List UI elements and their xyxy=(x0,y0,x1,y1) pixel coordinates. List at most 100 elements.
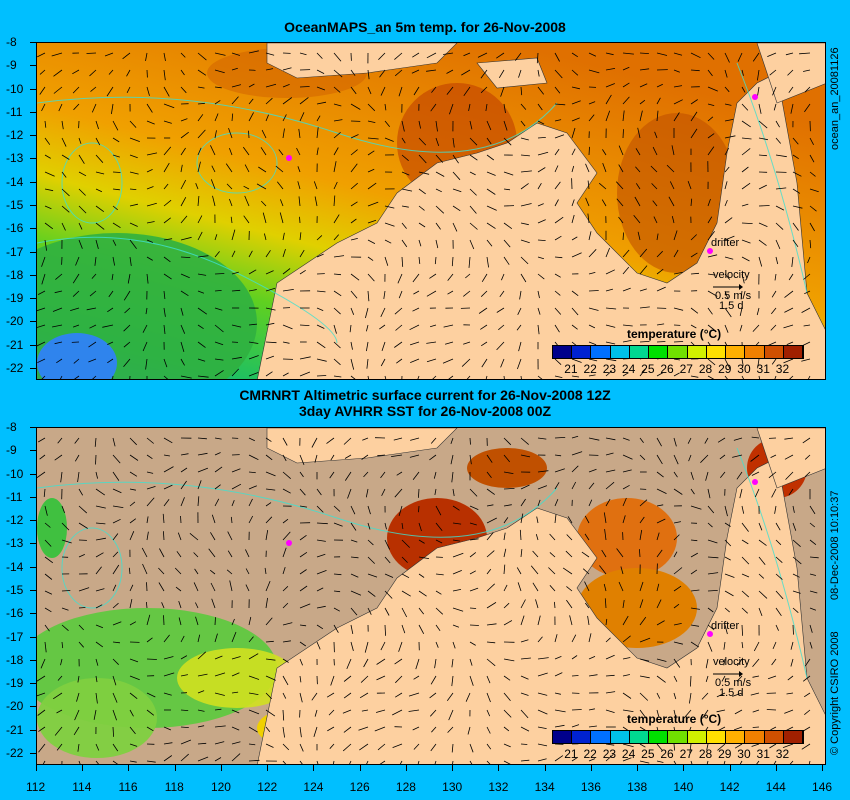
current-arrow xyxy=(690,569,698,575)
current-arrow xyxy=(197,480,202,490)
lon-tick-label: 138 xyxy=(627,780,648,794)
current-arrow xyxy=(554,437,566,439)
current-arrow xyxy=(469,454,472,465)
current-arrow xyxy=(433,471,437,479)
current-arrow xyxy=(486,550,495,558)
current-arrow xyxy=(412,726,420,731)
current-arrow xyxy=(520,639,529,643)
current-arrow xyxy=(486,154,495,161)
current-arrow xyxy=(426,290,437,297)
current-arrow xyxy=(537,499,541,507)
current-arrow xyxy=(622,497,627,507)
current-arrow xyxy=(77,675,80,683)
current-arrow xyxy=(520,759,530,762)
current-arrow xyxy=(554,692,561,695)
current-arrow xyxy=(605,341,616,345)
current-arrow xyxy=(741,166,749,173)
current-arrow xyxy=(588,101,596,105)
current-arrow xyxy=(480,341,488,347)
current-arrow xyxy=(248,709,260,715)
current-arrow xyxy=(367,607,372,615)
current-arrow xyxy=(61,624,69,632)
current-arrow xyxy=(163,162,170,173)
current-arrow xyxy=(429,454,437,461)
current-arrow xyxy=(231,67,238,71)
current-arrow xyxy=(554,514,557,524)
current-arrow xyxy=(588,499,593,507)
current-arrow xyxy=(537,69,540,77)
current-arrow xyxy=(809,505,816,515)
current-arrow xyxy=(350,182,358,190)
lon-tick-label: 132 xyxy=(488,780,509,794)
current-arrow xyxy=(520,86,523,96)
current-arrow xyxy=(350,641,354,652)
current-arrow xyxy=(639,52,649,54)
current-arrow xyxy=(707,324,715,331)
current-arrow xyxy=(367,182,377,190)
current-arrow xyxy=(343,692,352,699)
current-arrow xyxy=(554,724,565,728)
current-arrow xyxy=(756,307,760,316)
current-arrow xyxy=(656,599,662,609)
current-arrow xyxy=(146,760,156,763)
current-arrow xyxy=(468,256,471,268)
current-arrow xyxy=(401,522,404,530)
current-arrow xyxy=(673,603,680,609)
current-arrow xyxy=(316,522,328,525)
current-arrow xyxy=(554,672,563,677)
current-arrow xyxy=(622,692,632,699)
lat-tick-mark xyxy=(30,181,36,183)
current-arrow xyxy=(430,103,437,112)
colorbar-swatch xyxy=(610,731,630,743)
current-arrow xyxy=(367,522,371,530)
current-arrow xyxy=(396,471,403,476)
lat-tick-mark xyxy=(30,566,36,568)
current-arrow xyxy=(569,615,573,626)
current-arrow xyxy=(197,673,208,677)
panel2-map[interactable]: drifter velocity 0.5 m/s 1.5 d temperatu… xyxy=(36,427,826,765)
current-arrow xyxy=(809,539,817,546)
current-arrow xyxy=(413,86,420,96)
current-arrow xyxy=(282,67,292,71)
current-arrow xyxy=(282,692,287,699)
current-arrow xyxy=(129,743,138,747)
current-arrow xyxy=(673,585,682,592)
current-arrow xyxy=(231,468,241,473)
current-arrow xyxy=(605,94,612,105)
current-arrow xyxy=(282,622,293,626)
current-arrow xyxy=(180,131,189,139)
current-arrow xyxy=(129,171,139,175)
current-arrow xyxy=(690,128,698,139)
current-arrow xyxy=(326,437,335,444)
current-arrow xyxy=(435,539,443,544)
current-arrow xyxy=(718,726,726,731)
current-arrow xyxy=(605,481,615,490)
current-arrow xyxy=(299,86,310,88)
current-arrow xyxy=(61,137,67,147)
current-arrow xyxy=(365,488,369,498)
current-arrow xyxy=(214,741,225,745)
current-arrow xyxy=(707,641,713,652)
panel1-map[interactable]: drifter velocity 0.5 m/s 1.5 d temperatu… xyxy=(36,42,826,380)
current-arrow xyxy=(673,272,683,275)
current-arrow xyxy=(54,341,63,345)
current-arrow xyxy=(605,709,615,713)
current-arrow xyxy=(804,658,811,667)
current-arrow xyxy=(350,290,358,299)
current-arrow xyxy=(176,551,182,558)
current-arrow xyxy=(180,52,186,58)
colorbar-tick-label: 31 xyxy=(756,362,770,376)
current-arrow xyxy=(265,709,276,717)
current-arrow xyxy=(571,324,578,330)
current-arrow xyxy=(395,675,403,684)
current-arrow xyxy=(469,587,479,592)
current-arrow xyxy=(435,154,444,163)
current-arrow xyxy=(758,375,761,379)
current-arrow xyxy=(231,691,239,694)
current-arrow xyxy=(757,86,760,96)
lat-tick-mark xyxy=(30,753,36,754)
current-arrow xyxy=(316,553,326,558)
current-arrow xyxy=(707,522,713,528)
current-arrow xyxy=(163,755,173,762)
current-arrow xyxy=(791,256,794,267)
